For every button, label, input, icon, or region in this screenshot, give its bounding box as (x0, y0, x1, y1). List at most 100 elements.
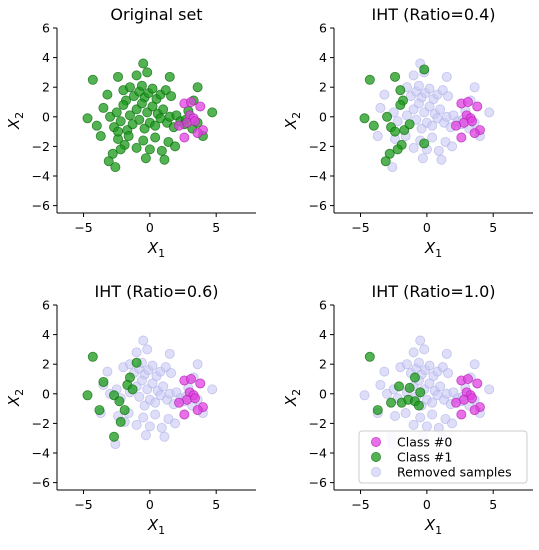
data-point-removed (140, 430, 151, 441)
data-point-removed (192, 359, 203, 370)
legend-label-class1: Class #1 (397, 450, 452, 465)
x-axis-label: X1 (147, 516, 165, 537)
data-point-class1 (392, 144, 403, 155)
data-point-class1 (150, 132, 161, 143)
data-point-removed (401, 359, 412, 370)
data-point-class1 (94, 405, 105, 416)
y-tick-label: −2 (32, 416, 50, 431)
x-tick-label: 5 (212, 497, 220, 512)
x-axis-label: X1 (424, 239, 442, 260)
data-point-removed (408, 347, 419, 358)
y-tick-label: −6 (309, 198, 327, 213)
y-axis-label: X2 (5, 112, 26, 130)
data-point-class0 (456, 132, 467, 143)
y-tick-label: −2 (309, 139, 327, 154)
y-axis-label: X2 (282, 112, 303, 130)
chart-title: IHT (Ratio=0.4) (371, 5, 495, 24)
legend-marker-class0 (370, 436, 381, 447)
data-point-removed (415, 412, 426, 423)
data-point-removed (379, 366, 390, 377)
data-point-removed (379, 89, 390, 100)
data-point-class0 (472, 378, 483, 389)
data-point-removed (166, 368, 177, 379)
data-point-removed (419, 344, 430, 355)
data-point-class0 (462, 97, 473, 108)
legend-label-removed: Removed samples (397, 465, 512, 480)
data-point-class1 (386, 397, 397, 408)
data-point-removed (150, 409, 161, 420)
data-point-class1 (95, 131, 106, 142)
data-point-removed (443, 91, 454, 102)
x-axis-label: X1 (424, 516, 442, 537)
y-tick-label: −4 (32, 169, 50, 184)
data-point-removed (408, 419, 419, 430)
data-point-class0 (174, 397, 185, 408)
data-point-removed (150, 397, 161, 408)
data-point-removed (484, 384, 495, 395)
data-point-class1 (87, 351, 98, 362)
data-point-class0 (189, 116, 200, 127)
data-point-removed (424, 101, 435, 112)
data-point-removed (142, 344, 153, 355)
data-point-removed (469, 82, 480, 93)
data-point-class1 (364, 351, 375, 362)
data-point-class1 (409, 372, 420, 383)
data-point-class0 (179, 409, 190, 420)
data-point-class1 (131, 357, 142, 368)
data-point-class1 (109, 431, 120, 442)
data-point-removed (131, 419, 142, 430)
data-point-removed (413, 80, 424, 91)
scatter-panel-1: Original set −6 −4 −2 0 2 4 6 −5 0 5 X1 X2 (5, 5, 256, 260)
x-tick-label: 5 (489, 220, 497, 235)
data-point-removed (424, 360, 435, 371)
data-point-removed (375, 379, 386, 390)
data-point-class1 (115, 416, 126, 427)
chart-title: IHT (Ratio=0.6) (94, 282, 218, 301)
y-tick-label: 6 (42, 21, 50, 36)
data-point-removed (401, 110, 412, 121)
data-point-class0 (192, 128, 203, 139)
y-tick-label: 6 (319, 21, 327, 36)
data-point-class0 (456, 409, 467, 420)
y-tick-label: 0 (319, 109, 327, 124)
data-point-class0 (469, 128, 480, 139)
data-point-class1 (115, 144, 126, 155)
data-point-class1 (134, 114, 145, 125)
x-tick-label: −5 (74, 497, 92, 512)
legend-marker-class1 (370, 451, 381, 462)
x-tick-label: 0 (423, 220, 431, 235)
data-point-removed (447, 418, 458, 429)
y-tick-label: −2 (32, 139, 50, 154)
x-tick-label: −5 (351, 497, 369, 512)
y-tick-label: −6 (32, 475, 50, 490)
data-point-class1 (419, 64, 430, 75)
data-point-removed (147, 360, 158, 371)
data-point-removed (441, 71, 452, 82)
data-point-class1 (147, 101, 158, 112)
data-point-removed (170, 418, 181, 429)
data-point-class1 (164, 71, 175, 82)
data-point-removed (147, 378, 158, 389)
data-point-class1 (124, 82, 135, 93)
data-point-class1 (419, 138, 430, 149)
data-point-class0 (451, 397, 462, 408)
data-point-class1 (382, 111, 393, 122)
y-tick-label: 0 (42, 386, 50, 401)
data-point-removed (433, 145, 444, 156)
data-point-class0 (195, 378, 206, 389)
data-point-class1 (98, 376, 109, 387)
data-point-class1 (123, 131, 134, 142)
chart-title: Original set (110, 5, 202, 24)
scatter-panel-4: IHT (Ratio=1.0) −6 −4 −2 0 2 4 6 −5 0 5 X1 X2 (282, 282, 533, 537)
scatter-panel-3: IHT (Ratio=0.6) −6 −4 −2 0 2 4 6 −5 0 5 X1 X2 (5, 282, 256, 537)
data-point-class1 (82, 113, 93, 124)
y-tick-label: 2 (42, 357, 50, 372)
y-axis-label: X2 (5, 389, 26, 407)
data-point-class0 (174, 120, 185, 131)
data-point-class1 (404, 382, 415, 393)
data-point-class0 (466, 116, 477, 127)
data-point-removed (441, 348, 452, 359)
scatter-panel-2: IHT (Ratio=0.4) −6 −4 −2 0 2 4 6 −5 0 5 X1 X2 (282, 5, 533, 260)
data-point-class1 (395, 99, 406, 110)
